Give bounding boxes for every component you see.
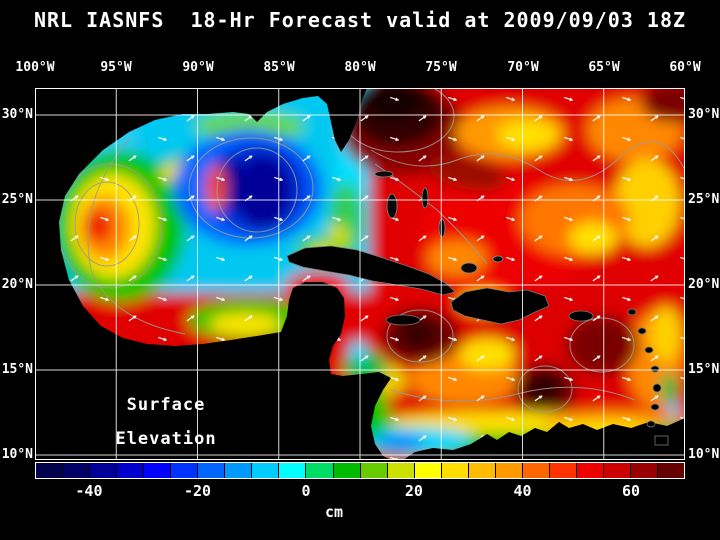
hispaniola-island (450, 287, 550, 325)
field-name-label-line2: Elevation (115, 429, 216, 449)
colorbar-tick-label: -40 (75, 482, 103, 500)
colorbar-gradient (35, 462, 685, 479)
lat-label: 20°N (688, 277, 720, 292)
colorbar-tick-label: 40 (513, 482, 532, 500)
figure-title: NRL IASNFS 18-Hr Forecast valid at 2009/… (33, 8, 687, 32)
lon-label: 75°W (425, 60, 457, 75)
jamaica-island (385, 314, 421, 326)
lon-label: 80°W (344, 60, 376, 75)
lat-label: 25°N (1, 192, 33, 207)
land-masses (35, 88, 685, 460)
south-america-landmass (403, 418, 685, 460)
lat-label: 10°N (1, 447, 33, 462)
colorbar-tick-label: 60 (622, 482, 641, 500)
lat-label: 15°N (1, 362, 33, 377)
lesser-antilles-islands (627, 308, 669, 446)
colorbar-tick-label: 20 (404, 482, 423, 500)
lat-label: 15°N (688, 362, 720, 377)
north-central-america-landmass (35, 88, 391, 460)
lon-label: 100°W (15, 60, 55, 75)
lon-label: 85°W (263, 60, 295, 75)
colorbar: -40 -20 0 20 40 60 cm (35, 462, 685, 521)
lon-label: 60°W (669, 60, 701, 75)
lat-label: 25°N (688, 192, 720, 207)
lon-label: 70°W (507, 60, 539, 75)
colorbar-ticks: -40 -20 0 20 40 60 (35, 482, 685, 500)
lat-label: 20°N (1, 277, 33, 292)
map-border (35, 88, 685, 460)
cuba-island (286, 245, 456, 296)
puerto-rico-island (568, 310, 594, 322)
field-name-label-line1: Surface (127, 395, 206, 415)
lat-label: 30°N (1, 107, 33, 122)
lon-label: 90°W (182, 60, 214, 75)
lat-label: 30°N (688, 107, 720, 122)
lat-label: 10°N (688, 447, 720, 462)
forecast-map: Surface Elevation (35, 88, 685, 460)
colorbar-unit-label: cm (324, 503, 344, 521)
lon-label: 95°W (100, 60, 132, 75)
colorbar-tick-label: 0 (301, 482, 311, 500)
colorbar-tick-label: -20 (183, 482, 212, 500)
lon-label: 65°W (588, 60, 620, 75)
grid-lines (35, 88, 685, 460)
